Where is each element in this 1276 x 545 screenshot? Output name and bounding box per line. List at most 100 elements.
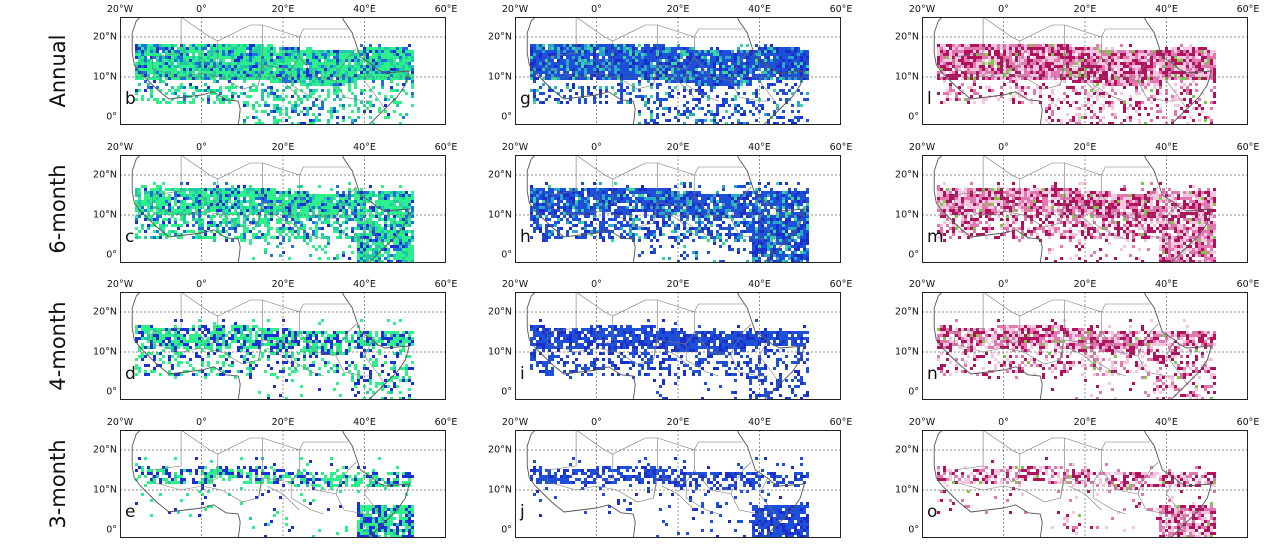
country-border [685, 69, 719, 102]
coastline [526, 155, 805, 263]
longitude-tick-label: 20°E [271, 142, 295, 153]
latitude-tick-label: 20°N [895, 306, 919, 318]
country-border [547, 155, 577, 207]
latitude-tick-label: 10°N [895, 346, 919, 358]
country-border [299, 469, 373, 515]
country-border [1101, 331, 1175, 377]
latitude-tick-label: 0° [908, 249, 919, 261]
map-panel: 20°W 0° 20°E 40°E 60°E 20°N 10°N 0° l [895, 4, 1259, 125]
longitude-tick-label: 60°E [829, 417, 853, 428]
graticule [120, 155, 446, 263]
latitude-tick-label: 10°N [488, 484, 512, 496]
vegetation-raster [937, 182, 1216, 263]
longitude-tick-label: 0° [591, 279, 602, 290]
country-border [364, 339, 386, 385]
country-border [258, 163, 263, 224]
latitude-tick-label: 10°N [93, 209, 117, 221]
country-border [1068, 72, 1102, 98]
map-plot [922, 430, 1248, 538]
longitude-tick-label: 0° [998, 4, 1009, 15]
longitude-tick-label: 40°E [1155, 417, 1178, 428]
longitude-tick-label: 20°E [666, 279, 690, 290]
country-border [1068, 485, 1102, 511]
longitude-tick-label: 20°W [501, 279, 529, 290]
longitude-tick-label: 20°E [666, 4, 690, 15]
longitude-tick-label: 20°E [666, 142, 690, 153]
country-border [954, 292, 984, 344]
coastline [933, 292, 1212, 400]
map-plot [922, 155, 1248, 263]
map-plot [120, 292, 446, 400]
longitude-tick-label: 60°E [829, 142, 853, 153]
coastline [933, 308, 1043, 400]
country-border [1092, 69, 1126, 102]
map-frame [120, 155, 446, 263]
longitude-tick-label: 20°W [106, 4, 134, 15]
latitude-tick-label: 20°N [488, 31, 512, 43]
country-border [547, 430, 577, 482]
country-border [299, 331, 373, 377]
country-border [950, 155, 1102, 228]
latitude-tick-label: 0° [106, 249, 117, 261]
coastline [526, 33, 636, 125]
latitude-tick-label: 20°N [93, 31, 117, 43]
coastline [131, 155, 410, 263]
country-border [1101, 303, 1151, 313]
country-border [661, 485, 695, 511]
longitude-tick-label: 60°E [434, 417, 458, 428]
map-frame [922, 430, 1248, 538]
country-border [1101, 194, 1175, 240]
row-label: 4-month [46, 301, 70, 391]
panel-letter: e [125, 502, 136, 522]
map-panel: 20°W 0° 20°E 40°E 60°E 20°N 10°N 0° c [93, 142, 457, 263]
country-border [1060, 300, 1065, 361]
coastline [131, 308, 241, 400]
country-border [290, 482, 324, 515]
latitude-tick-label: 0° [106, 111, 117, 123]
coastline [526, 17, 805, 125]
country-border [547, 292, 577, 344]
graticule [922, 17, 1248, 125]
map-plot [922, 17, 1248, 125]
map-panel: 20°W 0° 20°E 40°E 60°E 20°N 10°N 0° b [93, 4, 457, 125]
country-border [543, 292, 695, 365]
coastline [526, 446, 636, 538]
map-panel: 20°W 0° 20°E 40°E 60°E 20°N 10°N 0° e [93, 417, 457, 538]
country-border [1166, 202, 1188, 248]
map-panel: 20°W 0° 20°E 40°E 60°E 20°N 10°N 0° i [488, 279, 852, 400]
map-panel: 20°W 0° 20°E 40°E 60°E 20°N 10°N 0° j [488, 417, 852, 538]
coastline [933, 17, 1212, 125]
coastline [526, 171, 636, 263]
country-border [299, 28, 349, 38]
country-border [730, 323, 752, 357]
country-border [152, 155, 182, 207]
coastline [526, 308, 636, 400]
longitude-tick-label: 40°E [748, 417, 771, 428]
longitude-tick-label: 0° [196, 279, 207, 290]
country-border [543, 17, 695, 90]
country-border [258, 25, 263, 86]
panel-letter: l [927, 89, 932, 109]
country-border [258, 438, 263, 499]
country-border [148, 292, 300, 365]
vegetation-raster [530, 44, 809, 125]
graticule [922, 430, 1248, 538]
country-border [685, 482, 719, 515]
longitude-tick-label: 20°E [666, 417, 690, 428]
latitude-tick-label: 10°N [895, 484, 919, 496]
longitude-tick-label: 0° [196, 142, 207, 153]
vegetation-raster [530, 319, 809, 400]
country-border [596, 41, 614, 70]
graticule [515, 430, 841, 538]
country-border [1166, 339, 1188, 385]
country-border [1060, 163, 1065, 224]
panel-letter: i [520, 364, 525, 384]
longitude-tick-label: 40°E [748, 4, 771, 15]
country-border [694, 56, 768, 102]
country-border [1166, 477, 1188, 523]
longitude-tick-label: 60°E [1236, 279, 1260, 290]
graticule [120, 17, 446, 125]
longitude-tick-label: 40°E [1155, 142, 1178, 153]
map-panel: 20°W 0° 20°E 40°E 60°E 20°N 10°N 0° h [488, 142, 852, 263]
country-border [148, 17, 300, 90]
